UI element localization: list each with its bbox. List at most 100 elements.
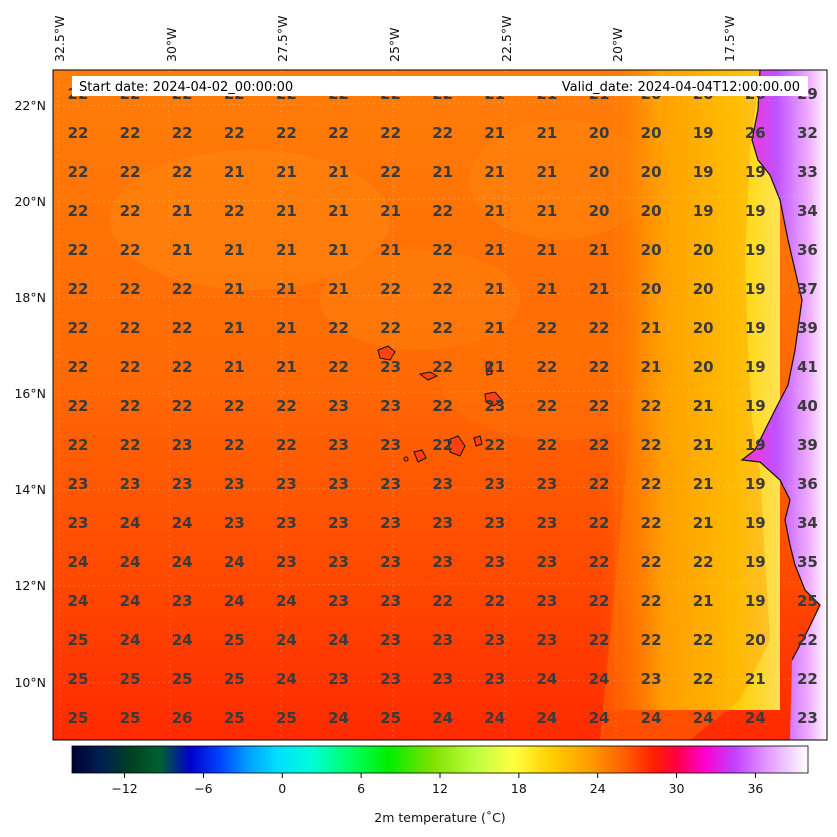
grid-value: 20 [641,124,662,142]
grid-value: 23 [536,592,557,610]
date-box [72,76,808,96]
grid-value: 23 [328,514,349,532]
longitude-label: 17.5°W [722,16,737,62]
grid-value: 22 [589,553,610,571]
grid-value: 19 [745,241,766,259]
grid-value: 22 [641,592,662,610]
grid-value: 21 [589,241,610,259]
grid-value: 21 [693,514,714,532]
grid-value: 26 [172,709,193,727]
grid-value: 37 [797,280,818,298]
grid-value: 22 [68,163,89,181]
grid-value: 22 [120,397,141,415]
grid-value: 24 [536,670,557,688]
grid-value: 21 [276,358,297,376]
grid-value: 19 [745,202,766,220]
colorbar-tick-label: 6 [357,781,365,796]
grid-value: 24 [172,514,193,532]
grid-value: 22 [224,397,245,415]
grid-value: 21 [276,241,297,259]
grid-value: 23 [276,553,297,571]
grid-value: 22 [68,358,89,376]
grid-value: 21 [484,124,505,142]
grid-value: 22 [484,592,505,610]
map-frame [52,69,828,741]
grid-value: 21 [328,241,349,259]
latitude-label: 10°N [14,675,46,690]
grid-value: 22 [432,241,453,259]
grid-value: 21 [484,319,505,337]
grid-value: 22 [120,358,141,376]
grid-value: 22 [432,592,453,610]
grid-value: 21 [380,241,401,259]
grid-value: 24 [120,592,141,610]
grid-value: 24 [172,553,193,571]
grid-value: 21 [380,202,401,220]
grid-value: 24 [432,709,453,727]
grid-value: 20 [693,241,714,259]
grid-value: 22 [432,124,453,142]
grid-value: 23 [432,631,453,649]
grid-value: 21 [536,241,557,259]
grid-value: 25 [797,592,818,610]
grid-value: 23 [484,514,505,532]
grid-value: 22 [68,436,89,454]
grid-value: 22 [589,397,610,415]
longitude-label: 32.5°W [52,16,67,62]
grid-value: 24 [276,592,297,610]
latitude-label: 18°N [14,290,46,305]
grid-value: 22 [172,319,193,337]
grid-value: 20 [589,124,610,142]
grid-value: 25 [172,670,193,688]
grid-value: 22 [172,124,193,142]
grid-value: 23 [797,709,818,727]
grid-value: 25 [120,709,141,727]
grid-value: 22 [589,475,610,493]
grid-value: 21 [484,163,505,181]
grid-value: 24 [536,709,557,727]
grid-value: 22 [328,358,349,376]
grid-value: 23 [172,475,193,493]
grid-value: 24 [589,670,610,688]
grid-value: 22 [172,280,193,298]
grid-value: 22 [693,553,714,571]
grid-value: 22 [589,436,610,454]
longitude-labels: 32.5°W 30°W 27.5°W 25°W 22.5°W 20°W 17.5°W [52,16,737,62]
longitude-label: 20°W [610,27,625,62]
grid-value: 36 [797,241,818,259]
grid-value: 19 [693,163,714,181]
colorbar-tick-label: 12 [432,781,448,796]
grid-value: 22 [693,670,714,688]
grid-value: 22 [797,670,818,688]
grid-value: 21 [536,124,557,142]
grid-value: 21 [224,163,245,181]
grid-value: 23 [432,670,453,688]
grid-value: 23 [536,475,557,493]
grid-value: 22 [432,202,453,220]
valid-date-text: Valid_date: 2024-04-04T12:00:00.00 [562,80,800,95]
grid-value: 20 [641,202,662,220]
grid-value: 22 [432,358,453,376]
grid-value: 20 [641,163,662,181]
grid-value: 21 [224,280,245,298]
grid-value: 23 [380,631,401,649]
grid-value: 22 [224,202,245,220]
grid-value: 22 [224,124,245,142]
grid-value: 24 [328,631,349,649]
grid-value: 21 [224,241,245,259]
colorbar-label: 2m temperature (˚C) [374,810,505,825]
grid-value: 39 [797,319,818,337]
grid-value: 20 [693,358,714,376]
grid-value: 23 [276,475,297,493]
longitude-label: 22.5°W [499,16,514,62]
grid-value: 35 [797,553,818,571]
grid-value: 19 [745,475,766,493]
grid-value: 25 [380,709,401,727]
grid-value: 21 [172,202,193,220]
grid-value: 22 [120,202,141,220]
grid-value: 34 [797,514,818,532]
grid-value: 20 [641,241,662,259]
grid-value: 23 [276,514,297,532]
grid-value: 21 [589,280,610,298]
grid-value: 24 [693,709,714,727]
